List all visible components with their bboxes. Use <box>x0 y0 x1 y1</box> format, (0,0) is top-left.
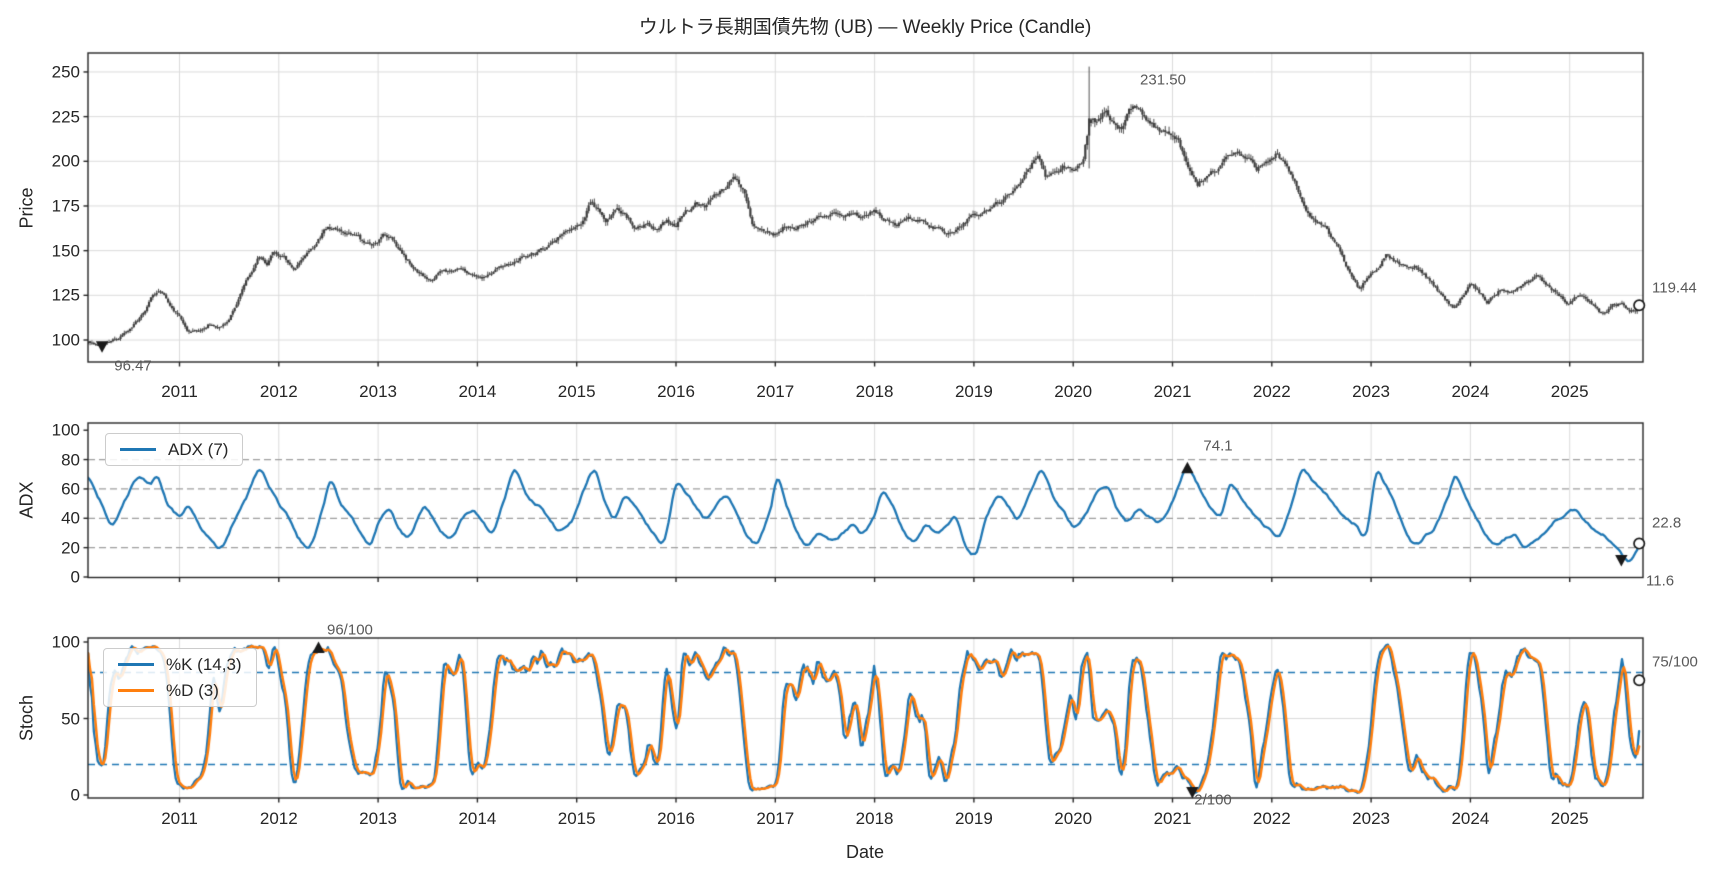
stoch-max-annotation: 96/100 <box>327 621 373 639</box>
price-xtick-label: 2021 <box>1153 382 1192 401</box>
adx-ytick-label: 40 <box>61 508 80 528</box>
price-ytick-label: 200 <box>51 151 80 171</box>
stoch-ytick-label: 100 <box>51 632 80 652</box>
price-xtick-label: 2018 <box>855 382 894 401</box>
stoch-last-annotation: 75/100 <box>1652 653 1698 671</box>
adx-line-swatch <box>120 448 156 451</box>
percent-d-legend-label: %D (3) <box>166 681 219 700</box>
stoch-xtick-label: 2012 <box>259 809 298 828</box>
price-xtick-label: 2022 <box>1252 382 1291 401</box>
adx-ytick-label: 20 <box>61 538 80 558</box>
stoch-xtick-label: 2018 <box>855 809 894 828</box>
price-max-annotation: 231.50 <box>1140 71 1186 89</box>
adx-legend-row: ADX (7) <box>120 441 228 458</box>
adx-y-axis-label: ADX <box>16 481 37 519</box>
stoch-legend: %K (14,3) %D (3) <box>103 648 257 707</box>
price-xtick-label: 2013 <box>359 382 398 401</box>
adx-max-annotation: 74.1 <box>1203 437 1233 455</box>
price-ytick-label: 100 <box>51 330 80 350</box>
stoch-xtick-label: 2020 <box>1054 809 1093 828</box>
chart-title: ウルトラ長期国債先物 (UB) — Weekly Price (Candle) <box>638 17 1092 38</box>
stoch-xtick-label: 2022 <box>1252 809 1291 828</box>
stoch-ytick-label: 50 <box>61 709 80 728</box>
price-xtick-label: 2016 <box>657 382 695 401</box>
price-ytick-label: 150 <box>51 241 80 261</box>
price-last-annotation: 119.44 <box>1652 279 1697 297</box>
price-ytick-label: 125 <box>51 285 80 305</box>
price-xtick-label: 2023 <box>1352 382 1391 401</box>
price-xtick-label: 2020 <box>1054 382 1093 401</box>
price-ytick-label: 175 <box>51 196 80 216</box>
stoch-xtick-label: 2011 <box>161 809 198 828</box>
stoch-xtick-label: 2024 <box>1451 809 1490 828</box>
stoch-xtick-label: 2017 <box>756 809 795 828</box>
price-min-annotation: 96.47 <box>114 357 152 375</box>
adx-ytick-label: 100 <box>51 420 80 440</box>
stoch-xtick-label: 2013 <box>359 809 398 828</box>
percent-k-legend-label: %K (14,3) <box>166 655 242 674</box>
price-ytick-label: 250 <box>51 62 80 82</box>
price-y-axis-label: Price <box>16 187 37 229</box>
price-ytick-label: 225 <box>51 107 80 127</box>
stoch-xtick-label: 2023 <box>1352 809 1391 828</box>
stoch-ytick-label: 0 <box>70 785 80 805</box>
price-xtick-label: 2024 <box>1451 382 1490 401</box>
price-xtick-label: 2014 <box>458 382 497 401</box>
adx-ytick-label: 60 <box>61 479 80 499</box>
stoch-xtick-label: 2015 <box>557 809 596 828</box>
adx-ytick-label: 80 <box>61 450 80 470</box>
adx-ytick-label: 0 <box>70 567 80 587</box>
percent-k-line-swatch <box>118 663 154 666</box>
adx-legend: ADX (7) <box>105 433 244 466</box>
stoch-xtick-label: 2025 <box>1550 809 1589 828</box>
stoch-legend-row-d: %D (3) <box>118 682 242 699</box>
adx-last-annotation: 22.8 <box>1652 514 1682 532</box>
percent-d-line-swatch <box>118 689 154 692</box>
price-xtick-label: 2011 <box>161 382 198 401</box>
adx-legend-label: ADX (7) <box>168 440 229 459</box>
price-xtick-label: 2017 <box>756 382 795 401</box>
x-axis-label: Date <box>845 842 885 862</box>
price-xtick-label: 2025 <box>1550 382 1589 401</box>
stoch-xtick-label: 2016 <box>657 809 695 828</box>
adx-min-annotation: 11.6 <box>1646 572 1675 590</box>
stoch-xtick-label: 2014 <box>458 809 497 828</box>
stoch-legend-row-k: %K (14,3) <box>118 656 242 673</box>
stoch-y-axis-label: Stoch <box>16 694 37 742</box>
price-xtick-label: 2015 <box>557 382 596 401</box>
stoch-xtick-label: 2021 <box>1153 809 1192 828</box>
price-xtick-label: 2019 <box>954 382 993 401</box>
stoch-xtick-label: 2019 <box>954 809 993 828</box>
stoch-min-annotation: 2/100 <box>1194 791 1232 809</box>
price-xtick-label: 2012 <box>259 382 298 401</box>
